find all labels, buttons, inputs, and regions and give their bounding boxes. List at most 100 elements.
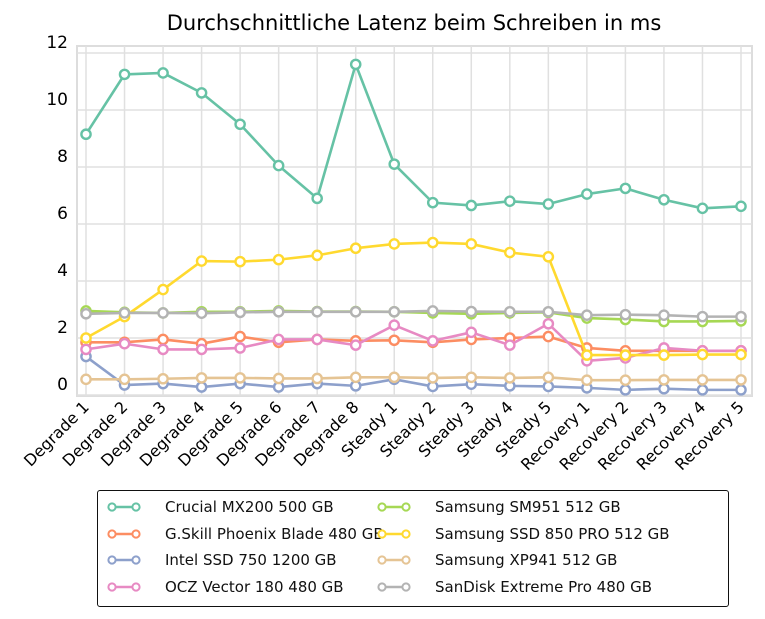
series-line [84, 63, 742, 210]
data-point [388, 334, 401, 347]
data-point [696, 384, 709, 396]
series-6 [80, 371, 747, 386]
data-point [388, 319, 401, 331]
data-point [542, 198, 555, 210]
data-point [157, 343, 169, 356]
data-point [195, 307, 208, 320]
legend-label: G.Skill Phoenix Blade 480 GB [165, 524, 384, 543]
data-point [542, 317, 555, 330]
data-point [157, 307, 169, 319]
legend-marker-icon [107, 581, 141, 592]
data-point [658, 374, 670, 386]
series-lines [80, 58, 747, 396]
data-point [658, 349, 670, 361]
data-point [118, 68, 131, 81]
data-point [195, 87, 208, 99]
data-point [504, 339, 516, 351]
data-point [542, 380, 555, 393]
data-point [542, 371, 555, 384]
data-point [426, 236, 439, 249]
data-point [311, 333, 323, 346]
data-point [426, 372, 439, 384]
y-tick-label: 8 [57, 147, 68, 167]
data-point [195, 255, 208, 267]
legend-marker-icon [107, 528, 141, 539]
data-point [234, 118, 246, 131]
data-point [542, 305, 555, 318]
data-point [311, 305, 323, 318]
series-3 [80, 317, 747, 367]
data-point [349, 305, 362, 318]
legend: Crucial MX200 500 GB G.Skill Phoenix Blad… [97, 490, 729, 607]
data-point [157, 333, 169, 346]
data-point [80, 332, 92, 344]
data-point [465, 326, 478, 339]
data-point [272, 159, 285, 172]
data-point [234, 372, 246, 384]
legend-marker-icon [107, 555, 141, 565]
legend-label: Samsung XP941 512 GB [435, 551, 618, 569]
data-point [735, 374, 747, 386]
series-line [85, 309, 741, 318]
data-point [349, 58, 362, 71]
legend-label: SanDisk Extreme Pro 480 GB [435, 577, 652, 596]
data-point [157, 372, 169, 385]
data-point [735, 200, 747, 213]
series-line [85, 241, 741, 357]
data-point [349, 371, 362, 384]
data-point [272, 253, 285, 266]
legend-label: Samsung SSD 850 PRO 512 GB [435, 524, 670, 543]
plot-area [76, 45, 753, 397]
data-point [465, 371, 478, 384]
data-point [581, 188, 593, 200]
data-point [504, 305, 516, 318]
data-point [658, 193, 670, 206]
series-line [85, 355, 741, 392]
data-point [272, 372, 285, 385]
data-point [581, 309, 593, 322]
data-point [658, 309, 670, 322]
data-point [735, 384, 747, 396]
data-point [234, 306, 246, 319]
legend-label: OCZ Vector 180 480 GB [165, 577, 344, 596]
data-point [696, 374, 709, 386]
legend-marker-icon [377, 581, 411, 592]
series-7 [80, 305, 747, 323]
data-point [619, 308, 632, 321]
data-point [349, 339, 362, 351]
y-axis-ticks: 0 2 4 6 8 10 12 [46, 33, 68, 395]
data-point [118, 307, 131, 319]
data-point [388, 371, 401, 384]
data-point [349, 242, 362, 255]
data-point [696, 310, 709, 323]
line-chart: Durchschnittliche Latenz beim Schreiben … [20, 11, 753, 474]
series-line [86, 335, 741, 353]
data-point [426, 196, 439, 209]
legend-label: Samsung SM951 512 GB [435, 498, 621, 516]
legend-marker-icon [377, 502, 411, 512]
data-point [311, 372, 323, 385]
data-point [272, 333, 285, 346]
data-point [80, 128, 92, 141]
data-point [581, 374, 593, 386]
data-point [388, 158, 401, 170]
series-line [86, 376, 741, 382]
data-point [504, 372, 516, 384]
data-point [157, 283, 169, 296]
y-tick-label: 6 [57, 204, 68, 224]
data-point [118, 373, 131, 386]
data-point [272, 305, 285, 318]
data-point [311, 192, 323, 205]
data-point [388, 238, 401, 250]
data-point [234, 255, 246, 268]
data-point [619, 182, 632, 195]
data-point [195, 381, 208, 393]
data-point [542, 250, 555, 263]
data-point [234, 330, 246, 343]
data-point [465, 305, 478, 318]
data-point [118, 337, 131, 350]
legend-marker-icon [377, 555, 411, 565]
data-point [311, 249, 323, 262]
data-point [426, 305, 439, 317]
